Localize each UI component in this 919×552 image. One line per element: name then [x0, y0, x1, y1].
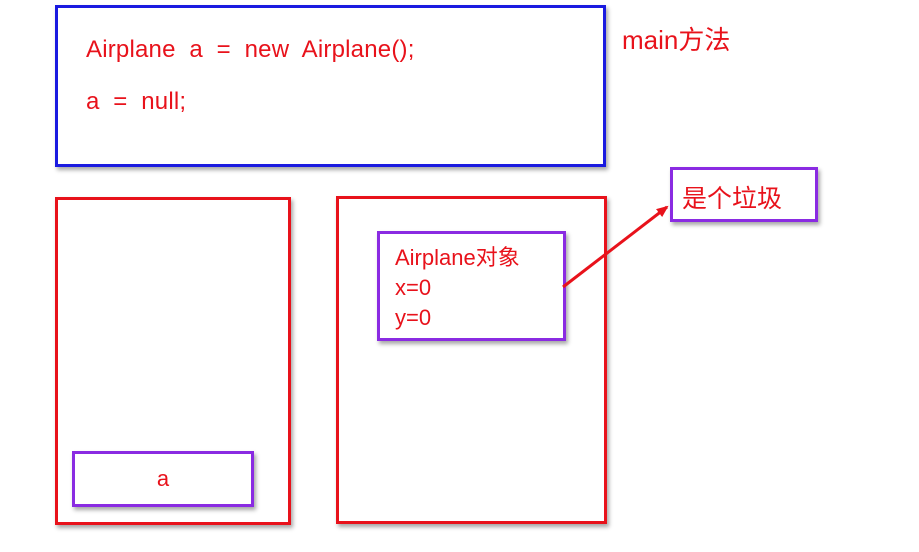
- heap-area: [336, 196, 607, 524]
- stack-area: [55, 197, 291, 525]
- main-method-code-box: Airplane a = new Airplane(); a = null;: [55, 5, 606, 167]
- main-method-label: main方法: [622, 25, 731, 55]
- code-line-create-object: Airplane a = new Airplane();: [86, 36, 415, 63]
- garbage-annotation: 是个垃圾: [670, 167, 818, 222]
- airplane-object: Airplane对象 x=0 y=0: [377, 231, 566, 341]
- code-line-assign-null: a = null;: [86, 88, 187, 115]
- object-field-x: x=0: [395, 275, 432, 300]
- object-field-y: y=0: [395, 305, 432, 330]
- arrow-line: [562, 205, 669, 289]
- reference-variable-a: a: [72, 451, 254, 507]
- object-title: Airplane对象: [395, 245, 520, 270]
